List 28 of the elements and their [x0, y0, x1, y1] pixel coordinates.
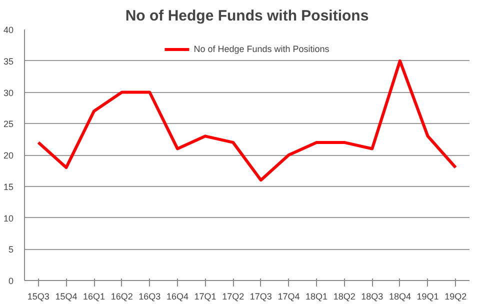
y-tick-label: 10 [3, 213, 14, 224]
x-tick-label: 17Q4 [278, 292, 300, 302]
y-tick-label: 5 [8, 244, 14, 255]
x-tick-label: 16Q2 [110, 292, 133, 302]
x-tick-label: 18Q4 [388, 292, 411, 302]
line-series [36, 59, 458, 182]
x-tick-label: 16Q1 [83, 292, 106, 302]
x-tick-label: 18Q3 [361, 292, 384, 302]
y-tick-label: 25 [3, 119, 14, 130]
chart-title: No of Hedge Funds with Positions [125, 8, 369, 24]
x-tick-label: 17Q3 [250, 292, 272, 302]
y-tick-label: 35 [3, 56, 14, 66]
x-tick-label: 16Q4 [166, 292, 188, 302]
x-tick-label: 17Q2 [222, 292, 244, 302]
x-tick-label: 19Q2 [444, 292, 467, 302]
legend-label: No of Hedge Funds with Positions [194, 44, 330, 54]
y-tick-label: 0 [8, 276, 14, 286]
x-tick-label: 15Q4 [55, 292, 78, 302]
y-tick-label: 40 [3, 25, 14, 35]
y-tick-label: 30 [3, 88, 14, 98]
y-tick-label: 15 [3, 182, 14, 192]
x-tick-label: 18Q2 [333, 292, 356, 302]
x-tick-label: 19Q1 [416, 292, 439, 302]
x-tick-label: 16Q3 [138, 292, 161, 302]
x-tick-label: 18Q1 [306, 292, 328, 302]
y-tick-label: 20 [3, 150, 14, 160]
x-tick-label: 15Q3 [27, 292, 50, 302]
x-tick-label: 17Q1 [194, 292, 216, 302]
